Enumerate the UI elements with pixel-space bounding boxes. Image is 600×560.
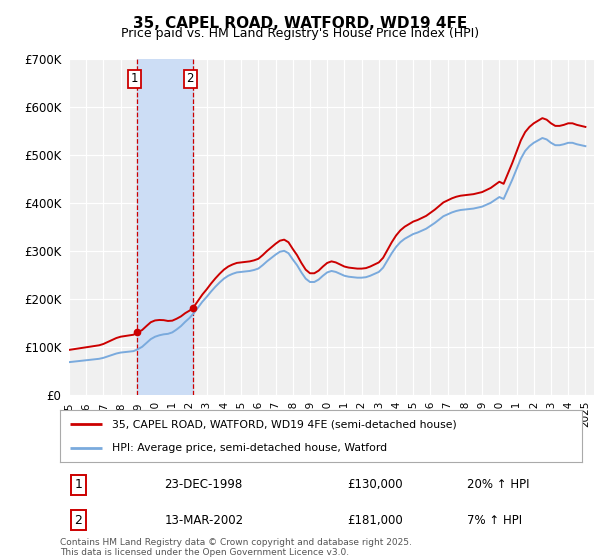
Text: 7% ↑ HPI: 7% ↑ HPI [467,514,522,527]
Text: Contains HM Land Registry data © Crown copyright and database right 2025.
This d: Contains HM Land Registry data © Crown c… [60,538,412,557]
Text: 2: 2 [74,514,82,527]
Text: 13-MAR-2002: 13-MAR-2002 [164,514,244,527]
Text: HPI: Average price, semi-detached house, Watford: HPI: Average price, semi-detached house,… [112,443,388,453]
Text: 20% ↑ HPI: 20% ↑ HPI [467,478,530,492]
Text: £181,000: £181,000 [347,514,403,527]
Text: 1: 1 [131,72,139,86]
Text: 2: 2 [187,72,194,86]
Text: 23-DEC-1998: 23-DEC-1998 [164,478,242,492]
Text: 1: 1 [74,478,82,492]
Text: 35, CAPEL ROAD, WATFORD, WD19 4FE: 35, CAPEL ROAD, WATFORD, WD19 4FE [133,16,467,31]
Text: Price paid vs. HM Land Registry's House Price Index (HPI): Price paid vs. HM Land Registry's House … [121,27,479,40]
Text: 35, CAPEL ROAD, WATFORD, WD19 4FE (semi-detached house): 35, CAPEL ROAD, WATFORD, WD19 4FE (semi-… [112,419,457,430]
Bar [137,59,193,395]
Text: £130,000: £130,000 [347,478,403,492]
